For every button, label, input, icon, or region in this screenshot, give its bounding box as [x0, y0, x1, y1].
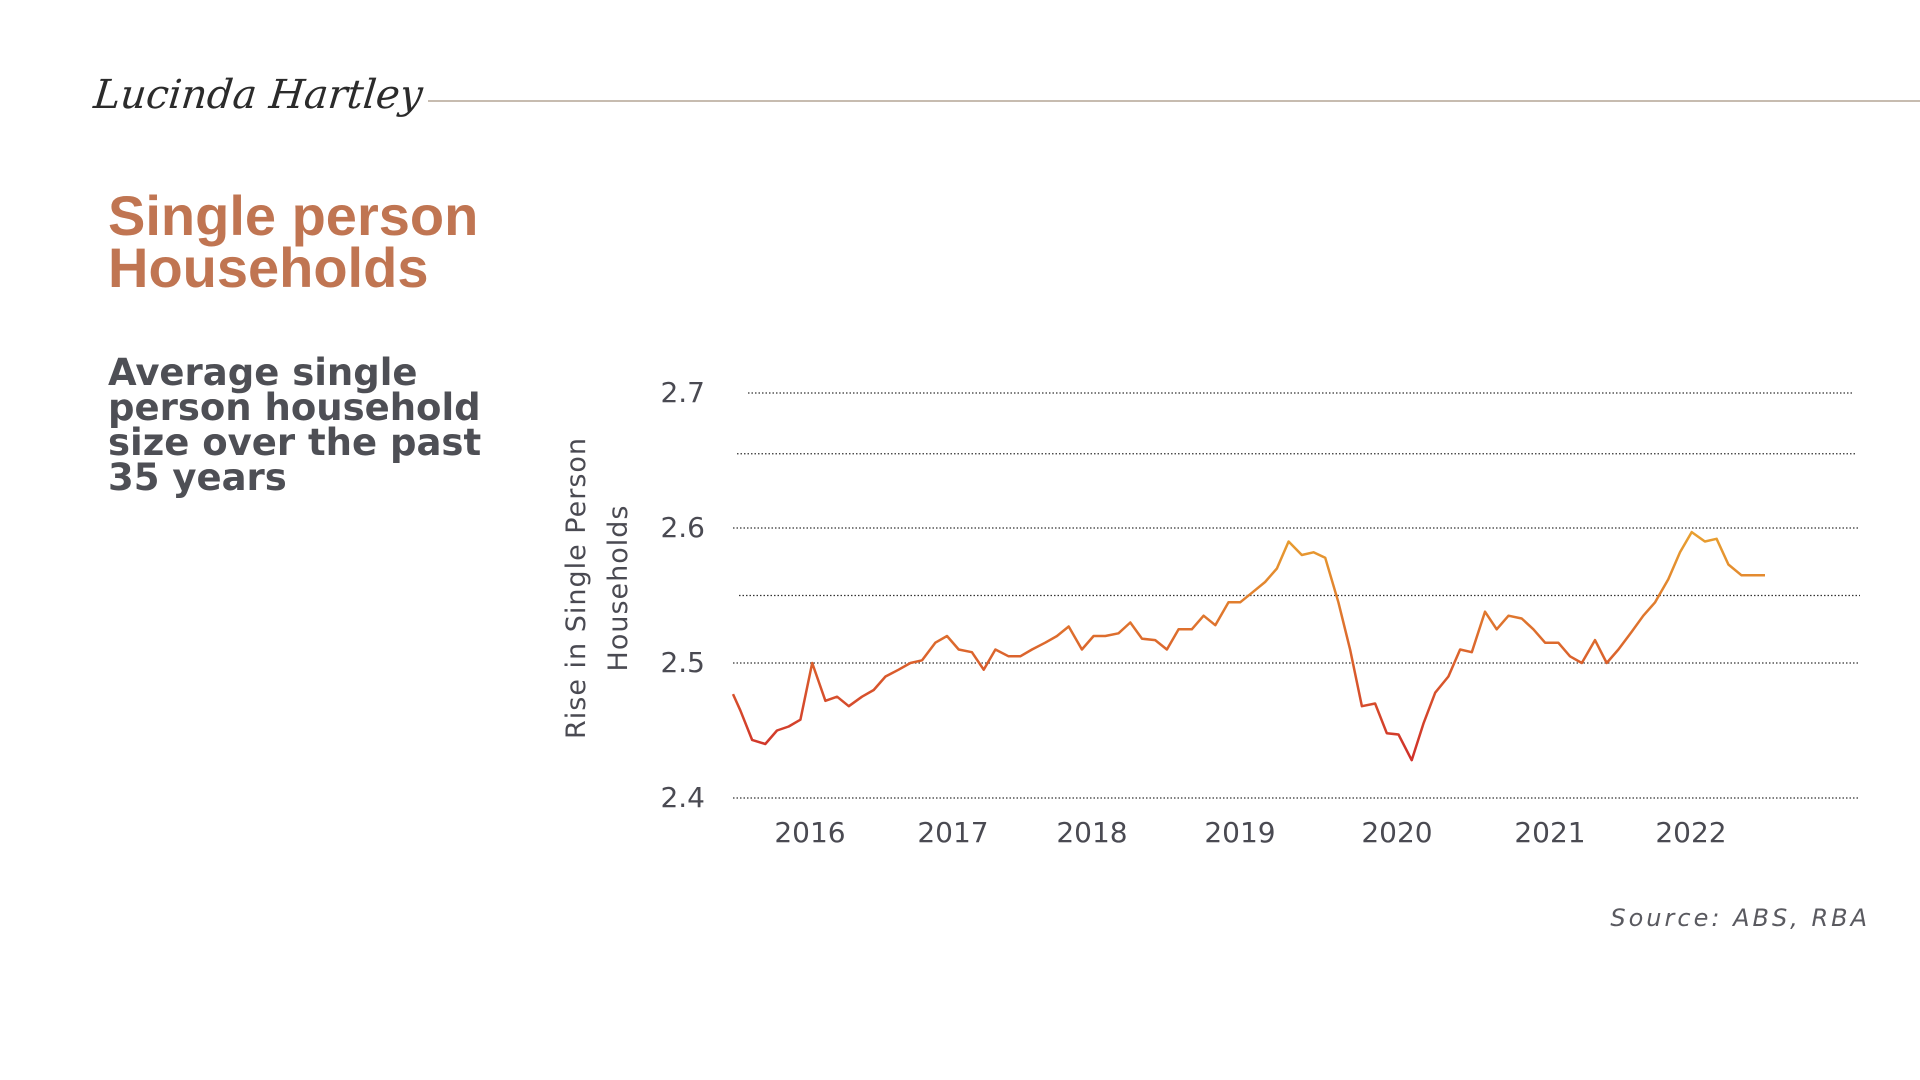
x-tick-label: 2018	[1056, 816, 1127, 849]
source-note: Source: ABS, RBA	[1610, 904, 1870, 932]
y-tick-label: 2.4	[660, 781, 705, 814]
x-tick-label: 2016	[774, 816, 845, 849]
y-axis-label: Rise in Single Person Households	[561, 437, 634, 739]
y-tick-label: 2.5	[660, 646, 705, 679]
page-subtitle: Average single person household size ove…	[108, 351, 482, 499]
y-tick-label: 2.6	[660, 511, 705, 544]
title-line-1: Single person	[108, 184, 479, 247]
x-tick-label: 2021	[1514, 816, 1585, 849]
header-divider	[428, 100, 1920, 102]
y-tick-label: 2.7	[660, 376, 705, 409]
y-axis-ticks: 2.4 2.5 2.6 2.7	[660, 376, 705, 814]
x-axis-ticks: 2016 2017 2018 2019 2020 2021 2022	[774, 816, 1726, 849]
x-tick-label: 2020	[1361, 816, 1432, 849]
grid-lines	[733, 392, 1860, 799]
x-tick-label: 2019	[1204, 816, 1275, 849]
title-line-2: Households	[108, 236, 429, 299]
x-tick-label: 2017	[917, 816, 988, 849]
series-line	[731, 530, 1765, 762]
brand-signature: Lucinda Hartley	[91, 72, 425, 118]
page-title: Single person Households	[108, 188, 478, 296]
x-tick-label: 2022	[1655, 816, 1726, 849]
line-chart: 2.4 2.5 2.6 2.7 2016 2017 2018 2019 2020 2021 202…	[561, 376, 1860, 849]
